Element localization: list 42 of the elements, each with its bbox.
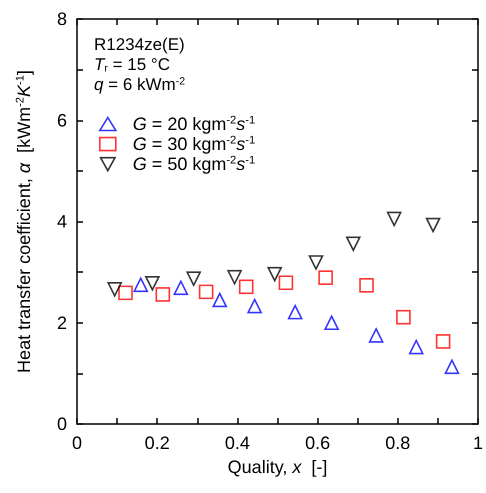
point [426,218,440,232]
point [174,280,188,296]
point [324,315,339,330]
y-axis-title: Heat transfer coefficient, α [kWm-2K-1] [14,70,34,373]
point [247,298,262,314]
x-tick-label: 0.6 [305,433,330,453]
x-tick-label: 0.4 [224,433,250,453]
point [346,236,361,252]
x-tick-label: 0.2 [144,433,170,453]
annotation: Tr = 15 °C [94,55,170,74]
point [145,276,160,291]
point [133,277,148,292]
point [227,270,242,284]
point [118,286,133,300]
x-tick-label: 0 [72,433,82,453]
point [396,310,411,324]
point [386,212,402,226]
point [186,271,201,286]
point [436,334,450,349]
point [359,278,374,293]
point [444,359,460,374]
annotation: R1234ze(E) [94,35,185,54]
point [267,266,282,282]
y-tick-label: 8 [56,9,67,29]
point [318,270,333,285]
x-axis-title: Quality, x [-] [228,457,328,477]
y-tick-label: 4 [56,212,67,232]
x-tick-label: 0.8 [385,433,410,453]
point [308,255,324,270]
point [198,284,214,300]
point [238,280,254,294]
point [156,287,170,302]
x-tick-label: 1 [472,433,483,453]
point [408,340,424,354]
point [212,292,228,308]
point [368,328,384,343]
y-tick-label: 6 [56,110,67,130]
point [278,275,294,290]
y-tick-label: 2 [56,312,67,333]
point [107,282,122,297]
point [288,304,302,320]
y-tick-label: 0 [56,414,67,434]
